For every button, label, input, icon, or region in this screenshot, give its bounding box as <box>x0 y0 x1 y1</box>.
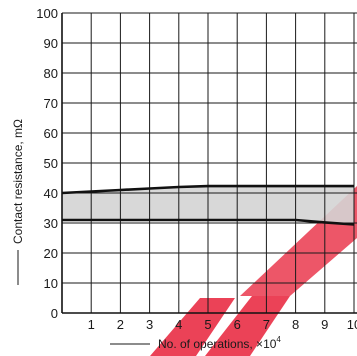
y-tick-label-10: 10 <box>44 276 58 291</box>
x-axis-title-group: No. of operations, ×104 <box>110 335 281 351</box>
x-tick-label-4: 4 <box>175 317 182 332</box>
y-tick-label-20: 20 <box>44 246 58 261</box>
y-tick-label-40: 40 <box>44 186 58 201</box>
y-tick-label-80: 80 <box>44 66 58 81</box>
y-axis-title: Contact resistance, mΩ <box>11 119 25 244</box>
upper-limit-line <box>61 184 354 195</box>
y-tick-label-50: 50 <box>44 156 58 171</box>
x-tick-label-9: 9 <box>321 317 328 332</box>
x-tick-label-10: 10 <box>347 317 357 332</box>
y-tick-label-70: 70 <box>44 96 58 111</box>
x-tick-label-8: 8 <box>292 317 299 332</box>
plot-frame <box>61 13 357 314</box>
lower-limit-line <box>62 218 355 226</box>
y-tick-labels: 0 10 20 30 40 50 60 70 80 90 100 <box>36 6 58 321</box>
x-tick-label-3: 3 <box>146 317 153 332</box>
y-tick-label-60: 60 <box>44 126 58 141</box>
x-axis-title-exponent: 4 <box>276 335 281 344</box>
series-lines <box>61 184 355 226</box>
y-tick-label-90: 90 <box>44 36 58 51</box>
y-tick-label-100: 100 <box>36 6 58 21</box>
y-axis-title-group: Contact resistance, mΩ <box>11 119 25 285</box>
y-tick-label-0: 0 <box>51 306 58 321</box>
x-tick-label-5: 5 <box>204 317 211 332</box>
x-tick-label-6: 6 <box>234 317 241 332</box>
x-tick-labels: 1 2 3 4 5 6 7 8 9 10 <box>88 317 357 332</box>
plot-grid <box>62 12 357 313</box>
x-tick-label-7: 7 <box>263 317 270 332</box>
x-tick-label-1: 1 <box>88 317 95 332</box>
x-axis-title: No. of operations, ×104 <box>158 335 281 351</box>
x-tick-label-2: 2 <box>117 317 124 332</box>
y-tick-label-30: 30 <box>44 216 58 231</box>
x-axis-title-text: No. of operations, ×10 <box>158 337 277 351</box>
